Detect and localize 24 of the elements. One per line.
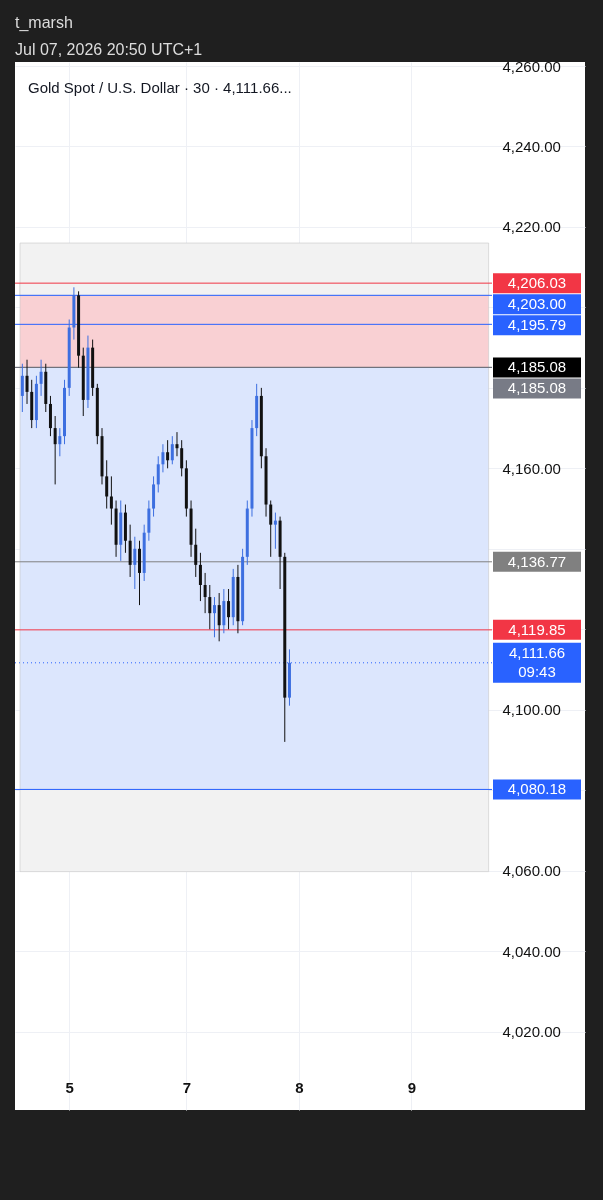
- ref-line-label: 4,080.18: [507, 780, 567, 798]
- y-tick-label: 4,020.00: [502, 1023, 561, 1041]
- y-tick-label: 4,240.00: [502, 137, 561, 155]
- y-tick-label: 4,220.00: [502, 218, 561, 236]
- x-tick-label: 8: [295, 1078, 304, 1096]
- ref-line-label: 4,111.66 09:43: [508, 644, 566, 681]
- ref-line-label: 4,185.08: [507, 358, 567, 376]
- ref-line-label: 4,206.03: [507, 274, 567, 292]
- x-tick-label: 5: [65, 1078, 74, 1096]
- text: Jul 07, 2026 20:50 UTC+1: [15, 41, 203, 58]
- ref-line-label: 4,185.08: [507, 379, 567, 397]
- y-tick-label: 4,260.00: [502, 57, 561, 75]
- y-tick-label: 4,060.00: [502, 862, 561, 880]
- ref-line-label: 4,136.77: [507, 552, 567, 570]
- ref-line-label: 4,195.79: [507, 316, 567, 334]
- x-tick-label: 7: [182, 1078, 192, 1096]
- y-tick-label: 4,040.00: [502, 942, 561, 960]
- ref-line-label: 4,119.85: [508, 620, 566, 638]
- y-tick-label: 4,160.00: [502, 459, 561, 477]
- x-tick-label: 9: [407, 1078, 416, 1096]
- y-tick-label: 4,100.00: [502, 701, 561, 719]
- text: Gold Spot / U.S. Dollar · 30 · 4,111.66...: [28, 79, 292, 96]
- text: t_marsh: [15, 14, 73, 32]
- ref-line-label: 4,203.00: [507, 295, 567, 313]
